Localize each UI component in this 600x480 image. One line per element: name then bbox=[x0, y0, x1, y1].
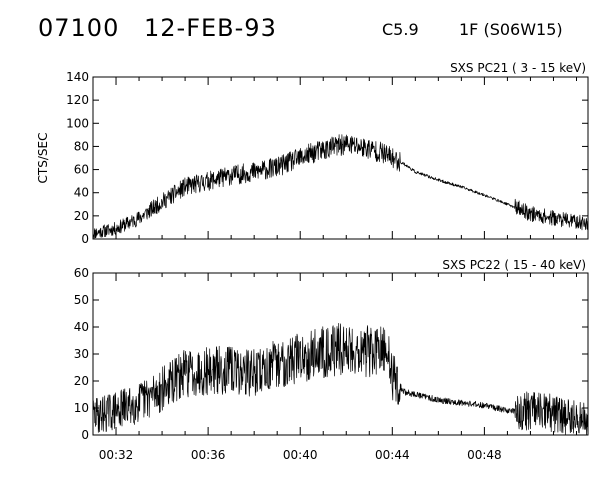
x-tick-label: 00:32 bbox=[99, 448, 134, 462]
y-axis-label: CTS/SEC bbox=[36, 133, 50, 184]
panel-pc22: SXS PC22 ( 15 - 40 keV) 0 10 20 30 40 50 60 00… bbox=[74, 258, 589, 462]
x-tick-label: 00:44 bbox=[375, 448, 410, 462]
y-tick-label: 50 bbox=[74, 293, 89, 307]
y-tick-label: 120 bbox=[66, 93, 89, 107]
x-tick-label: 00:40 bbox=[283, 448, 318, 462]
panel-title: SXS PC22 ( 15 - 40 keV) bbox=[442, 258, 586, 272]
y-tick-label: 40 bbox=[74, 186, 89, 200]
y-ticks: 0 20 40 60 80 100 120 140 bbox=[66, 70, 588, 246]
y-tick-label: 60 bbox=[74, 163, 89, 177]
x-ticks bbox=[92, 77, 577, 239]
y-tick-label: 100 bbox=[66, 116, 89, 130]
panel-frame bbox=[92, 76, 589, 240]
y-tick-label: 20 bbox=[74, 374, 89, 388]
panel-title: SXS PC21 ( 3 - 15 keV) bbox=[450, 61, 586, 75]
y-tick-label: 10 bbox=[74, 401, 89, 415]
goes-class: C5.9 bbox=[382, 20, 419, 39]
flare-location: 1F (S06W15) bbox=[459, 20, 563, 39]
y-tick-label: 140 bbox=[66, 70, 89, 84]
y-tick-label: 40 bbox=[74, 320, 89, 334]
y-ticks: 0 10 20 30 40 50 60 bbox=[74, 266, 588, 442]
y-tick-label: 80 bbox=[74, 139, 89, 153]
y-tick-label: 0 bbox=[81, 232, 89, 246]
x-ticks: 00:32 00:36 00:40 00:44 00:48 bbox=[92, 273, 577, 462]
event-number: 07100 bbox=[38, 14, 120, 42]
y-tick-label: 30 bbox=[74, 347, 89, 361]
panel-pc21: SXS PC21 ( 3 - 15 keV) CTS/SEC 0 20 40 60 80… bbox=[36, 61, 589, 246]
event-date: 12-FEB-93 bbox=[144, 14, 277, 42]
y-tick-label: 60 bbox=[74, 266, 89, 280]
y-tick-label: 20 bbox=[74, 209, 89, 223]
x-tick-label: 00:48 bbox=[467, 448, 502, 462]
y-tick-label: 0 bbox=[81, 428, 89, 442]
x-tick-label: 00:36 bbox=[191, 448, 226, 462]
series-line-pc22 bbox=[92, 322, 589, 436]
series-line-pc21 bbox=[92, 134, 589, 239]
